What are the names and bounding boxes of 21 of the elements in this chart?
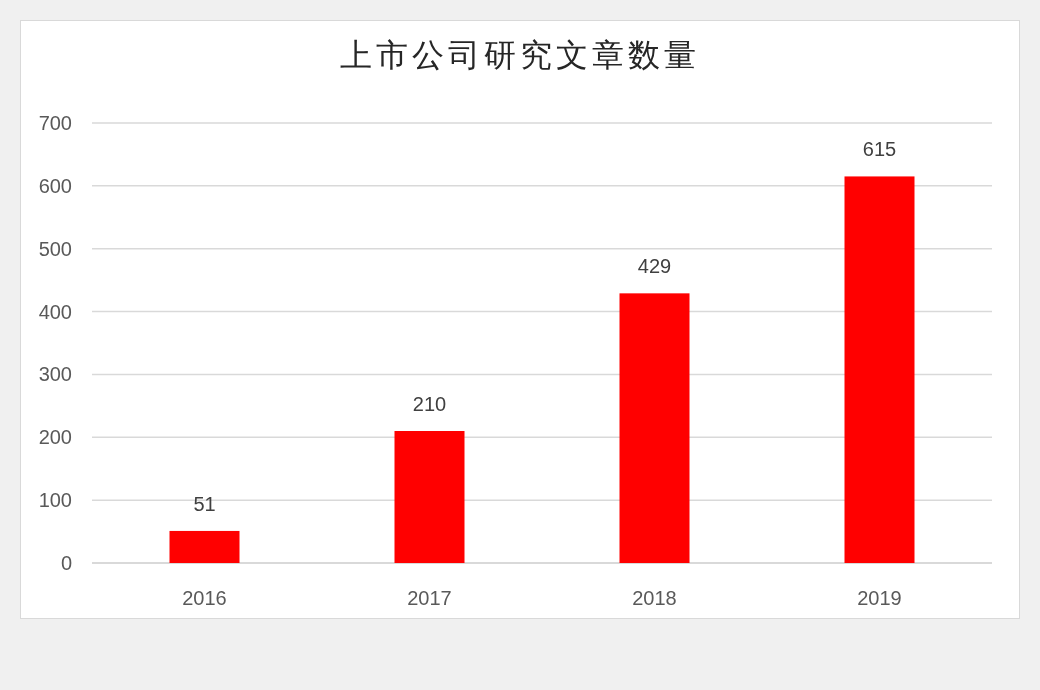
y-tick-label: 200 [38, 426, 72, 449]
bar [394, 431, 465, 563]
x-tick-label: 2017 [407, 587, 452, 609]
y-tick-label: 400 [38, 300, 72, 323]
bar [619, 293, 690, 563]
y-tick-label: 300 [38, 363, 72, 386]
x-tick-label: 2016 [182, 587, 227, 609]
bar [844, 176, 915, 563]
x-tick-label: 2019 [857, 587, 902, 609]
bar [169, 530, 240, 563]
y-tick-label: 0 [60, 552, 72, 574]
y-tick-label: 100 [38, 489, 72, 512]
data-label: 615 [862, 138, 897, 161]
y-tick-label: 700 [38, 112, 72, 134]
data-label: 210 [412, 393, 447, 415]
y-tick-label: 600 [38, 174, 72, 197]
y-tick-label: 500 [38, 237, 72, 260]
chart-title: 上市公司研究文章数量 [340, 36, 700, 74]
x-tick-label: 2018 [632, 587, 677, 609]
data-label: 429 [637, 255, 672, 278]
data-label: 51 [193, 492, 216, 515]
